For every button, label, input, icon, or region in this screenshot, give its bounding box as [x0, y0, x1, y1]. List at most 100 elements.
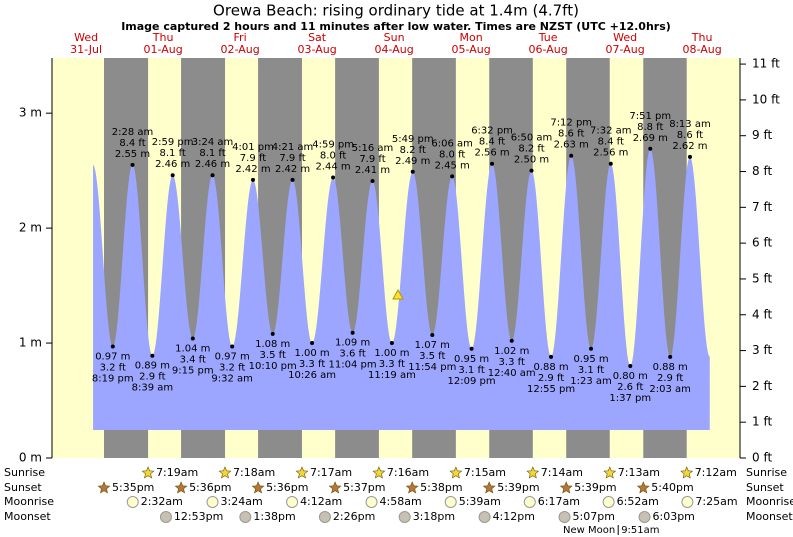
- row-label-right: Sunset: [746, 481, 784, 494]
- sunrise-icon: [526, 466, 540, 479]
- tide-label: 3.5 ft: [419, 351, 445, 362]
- tide-point: [310, 341, 315, 346]
- moonset-icon: [398, 511, 411, 523]
- sunrise-icon: [680, 466, 694, 479]
- moonset-icon: [638, 511, 651, 523]
- day-date: 08-Aug: [682, 43, 721, 56]
- tide-point: [469, 346, 474, 351]
- tide-label: 1.08 m: [255, 339, 290, 350]
- tide-label: 2.46 m: [155, 159, 190, 170]
- tide-point: [608, 161, 613, 166]
- day-date: 06-Aug: [528, 43, 567, 56]
- y2-tick-label: 2 ft: [752, 379, 772, 393]
- tide-label: 11:04 pm: [329, 360, 377, 371]
- tide-point: [628, 364, 633, 369]
- tide-point: [370, 178, 375, 183]
- day-name: Wed: [74, 31, 98, 44]
- current-marker: [392, 288, 404, 300]
- day-date: 05-Aug: [451, 43, 490, 56]
- row-label-left: Sunrise: [4, 466, 45, 479]
- sunrise-icon: [141, 466, 155, 479]
- water-area: [93, 148, 710, 431]
- moon-phase-label: New Moon: [563, 525, 615, 536]
- tide-label: 10:26 am: [288, 370, 336, 381]
- tide-label: 8:19 pm: [92, 374, 134, 385]
- day-name: Mon: [459, 31, 482, 44]
- y2-tick-label: 7 ft: [752, 200, 772, 214]
- tide-label: 8.4 ft: [479, 137, 505, 148]
- tide-label: 11:19 am: [368, 370, 416, 381]
- tide-point: [668, 354, 673, 359]
- tide-point: [210, 173, 215, 178]
- tide-label: 8.2 ft: [518, 144, 544, 155]
- day-date: 04-Aug: [374, 43, 413, 56]
- tide-point: [331, 175, 336, 180]
- tide-point: [529, 168, 534, 173]
- tide-label: 3.2 ft: [100, 363, 126, 374]
- moonset-icon: [558, 511, 571, 523]
- tide-label: 0.88 m: [533, 362, 568, 373]
- tide-label: 2.49 m: [395, 156, 430, 167]
- moonset-time: 3:18pm: [413, 510, 455, 523]
- day-date: 07-Aug: [605, 43, 644, 56]
- day-name: Wed: [613, 31, 637, 44]
- tide-label: 3.1 ft: [458, 365, 484, 376]
- moonset-time: 4:12pm: [493, 510, 535, 523]
- tide-label: 4:21 am: [272, 142, 314, 153]
- moonrise-time: 5:39am: [459, 495, 501, 508]
- moonrise-icon: [206, 496, 219, 508]
- sunrise-time: 7:16am: [387, 466, 429, 479]
- tide-label: 2.9 ft: [139, 372, 165, 383]
- tide-label: 3.6 ft: [339, 349, 365, 360]
- day-name: Fri: [234, 31, 247, 44]
- tide-label: 8.0 ft: [439, 149, 465, 160]
- moonset-icon: [478, 511, 491, 523]
- tide-point: [569, 153, 574, 158]
- tide-point: [190, 336, 195, 341]
- y-tick-label: 3 m: [19, 106, 42, 120]
- y2-tick-label: 1 ft: [752, 415, 772, 429]
- sunrise-time: 7:12am: [695, 466, 737, 479]
- sunset-icon: [251, 481, 265, 494]
- sunrise-time: 7:19am: [156, 466, 198, 479]
- tide-point: [389, 341, 394, 346]
- tide-label: 8.4 ft: [598, 137, 624, 148]
- tide-label: 2.69 m: [633, 133, 668, 144]
- sunset-time: 5:37pm: [343, 481, 385, 494]
- tide-label: 1.02 m: [494, 346, 529, 357]
- tide-label: 9:32 am: [211, 374, 253, 385]
- tide-label: 8.8 ft: [637, 122, 663, 133]
- tide-label: 2.62 m: [672, 141, 707, 152]
- moonset-icon: [159, 511, 172, 523]
- sunrise-time: 7:14am: [541, 466, 583, 479]
- tide-label: 12:40 am: [488, 368, 536, 379]
- sunrise-time: 7:13am: [618, 466, 660, 479]
- day-name: Thu: [152, 31, 174, 44]
- sunrise-time: 7:18am: [233, 466, 275, 479]
- y-tick-label: 0 m: [19, 451, 42, 465]
- tide-label: 2.9 ft: [538, 373, 564, 384]
- row-label-right: Moonset: [746, 510, 793, 523]
- tide-label: 1.07 m: [415, 340, 450, 351]
- tide-point: [110, 344, 115, 349]
- day-date: 31-Jul: [70, 43, 102, 56]
- moonrise-time: 4:58am: [380, 495, 422, 508]
- tide-label: 1.00 m: [374, 348, 409, 359]
- moonset-time: 2:26pm: [333, 510, 375, 523]
- moonrise-icon: [126, 496, 139, 508]
- water-layer: [93, 148, 710, 431]
- day-name: Sun: [384, 31, 405, 44]
- tide-point: [270, 331, 275, 336]
- tide-label: 5:49 pm: [392, 134, 434, 145]
- tide-label: 8.1 ft: [199, 148, 225, 159]
- tide-label: 2.44 m: [315, 162, 350, 173]
- sunset-time: 5:36pm: [189, 481, 231, 494]
- moonset-time: 12:53pm: [174, 510, 223, 523]
- tide-label: 0.97 m: [215, 352, 250, 363]
- tide-label: 0.88 m: [653, 362, 688, 373]
- moonset-time: 1:38pm: [253, 510, 295, 523]
- tide-label: 2.46 m: [195, 159, 230, 170]
- tide-label: 3.4 ft: [180, 354, 206, 365]
- tide-label: 3.1 ft: [578, 365, 604, 376]
- row-label-right: Sunrise: [746, 466, 787, 479]
